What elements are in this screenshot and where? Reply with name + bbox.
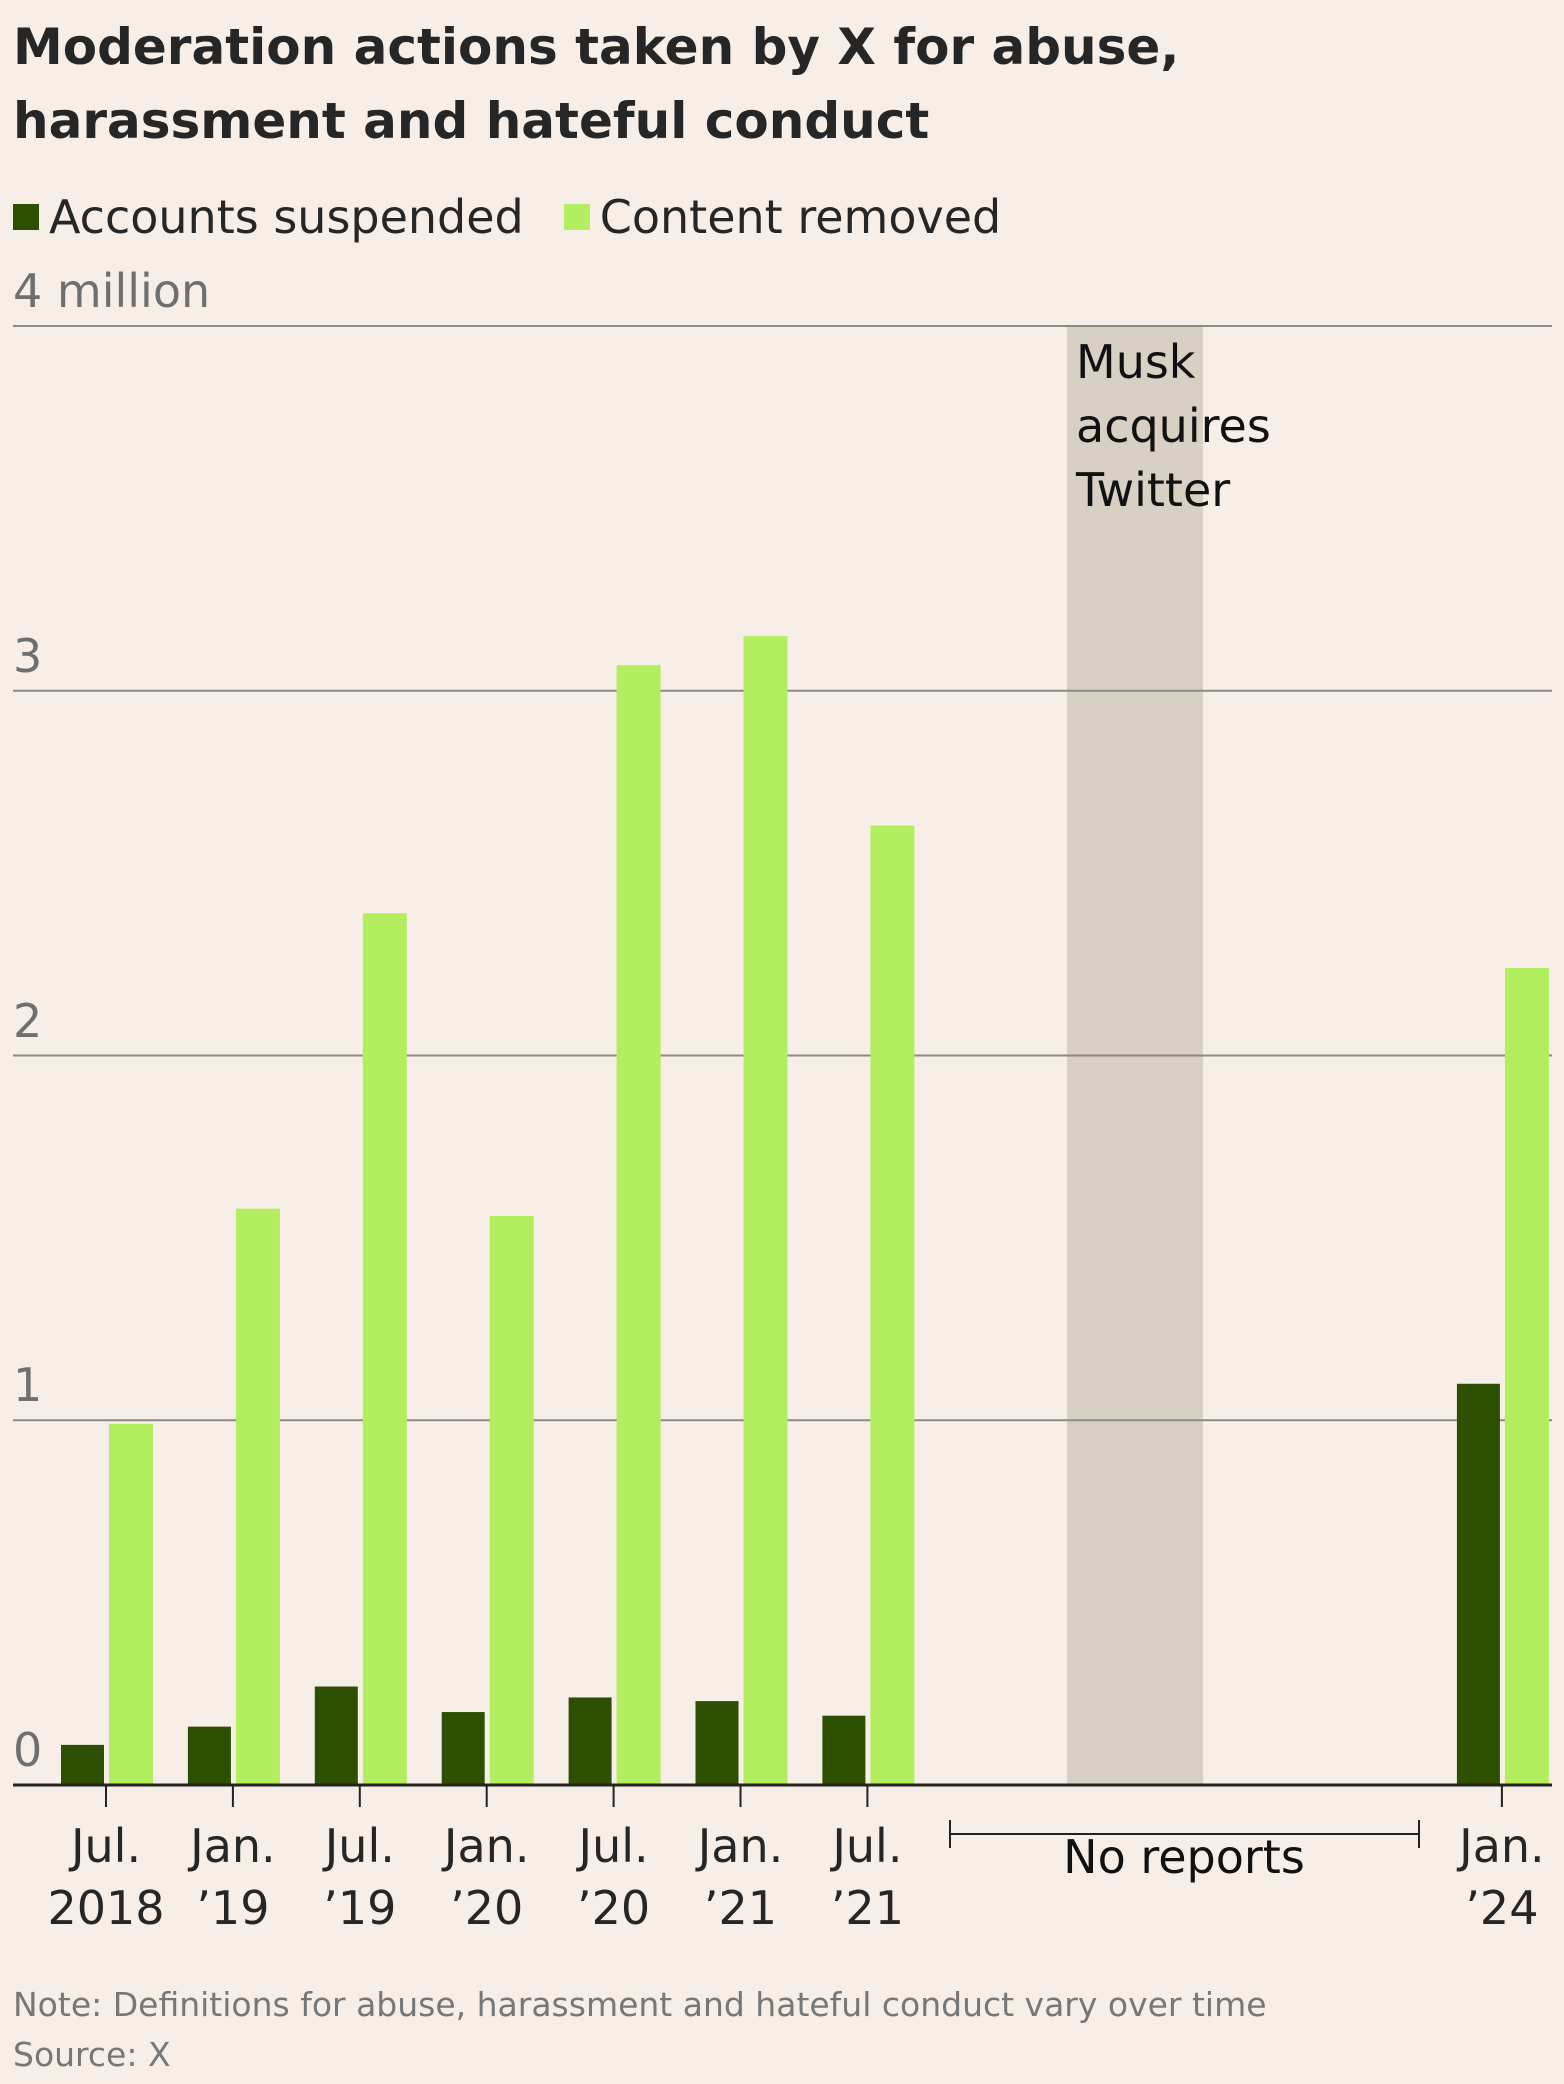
note: Note: Definitions for abuse, harassment … [13,1985,1267,2024]
bar [870,825,915,1785]
x-tick-label: Jan. ’24 [1459,1819,1545,1935]
legend-label: Accounts suspended [49,190,524,244]
legend-swatch [563,204,590,230]
x-tick-label: Jul. ’19 [323,1819,397,1935]
y-tick-label: 0 [13,1723,43,1777]
bar [362,913,407,1785]
x-tick-label: Jul. ’21 [830,1819,904,1935]
x-tick-label: Jul. 2018 [47,1819,165,1935]
chart-title: Moderation actions taken by X for abuse,… [13,18,1180,150]
source: Source: X [13,2035,171,2074]
bar [61,1744,104,1785]
y-tick-label: 3 [13,628,43,683]
legend-label: Content removed [599,190,1002,244]
legend-item: Accounts suspended [13,190,524,244]
bar [616,665,661,1785]
legend: Accounts suspended Content removed [13,190,1041,244]
y-tick-label: 4 million [13,264,211,318]
legend-item: Content removed [563,190,1002,244]
bar [743,636,788,1785]
bar [489,1215,534,1785]
x-tick-label: Jul. ’20 [577,1819,651,1935]
bar [187,1726,231,1785]
annotation: No reports [1063,1830,1305,1884]
bar [235,1208,280,1785]
bar [1456,1383,1500,1785]
bar [822,1715,866,1785]
y-tick-label: 2 [13,993,43,1048]
bar [109,1423,153,1785]
bar [314,1686,358,1785]
legend-swatch [13,204,39,230]
x-tick-label: Jan. ’20 [443,1819,530,1935]
x-tick-label: Jan. ’21 [697,1819,784,1935]
bar [695,1701,739,1785]
bar [441,1712,485,1785]
bar [568,1697,612,1785]
bar [1504,967,1549,1785]
y-tick-label: 1 [13,1358,43,1413]
x-tick-label: Jan. ’19 [190,1819,276,1935]
annotation: Musk acquires Twitter [1076,335,1271,517]
